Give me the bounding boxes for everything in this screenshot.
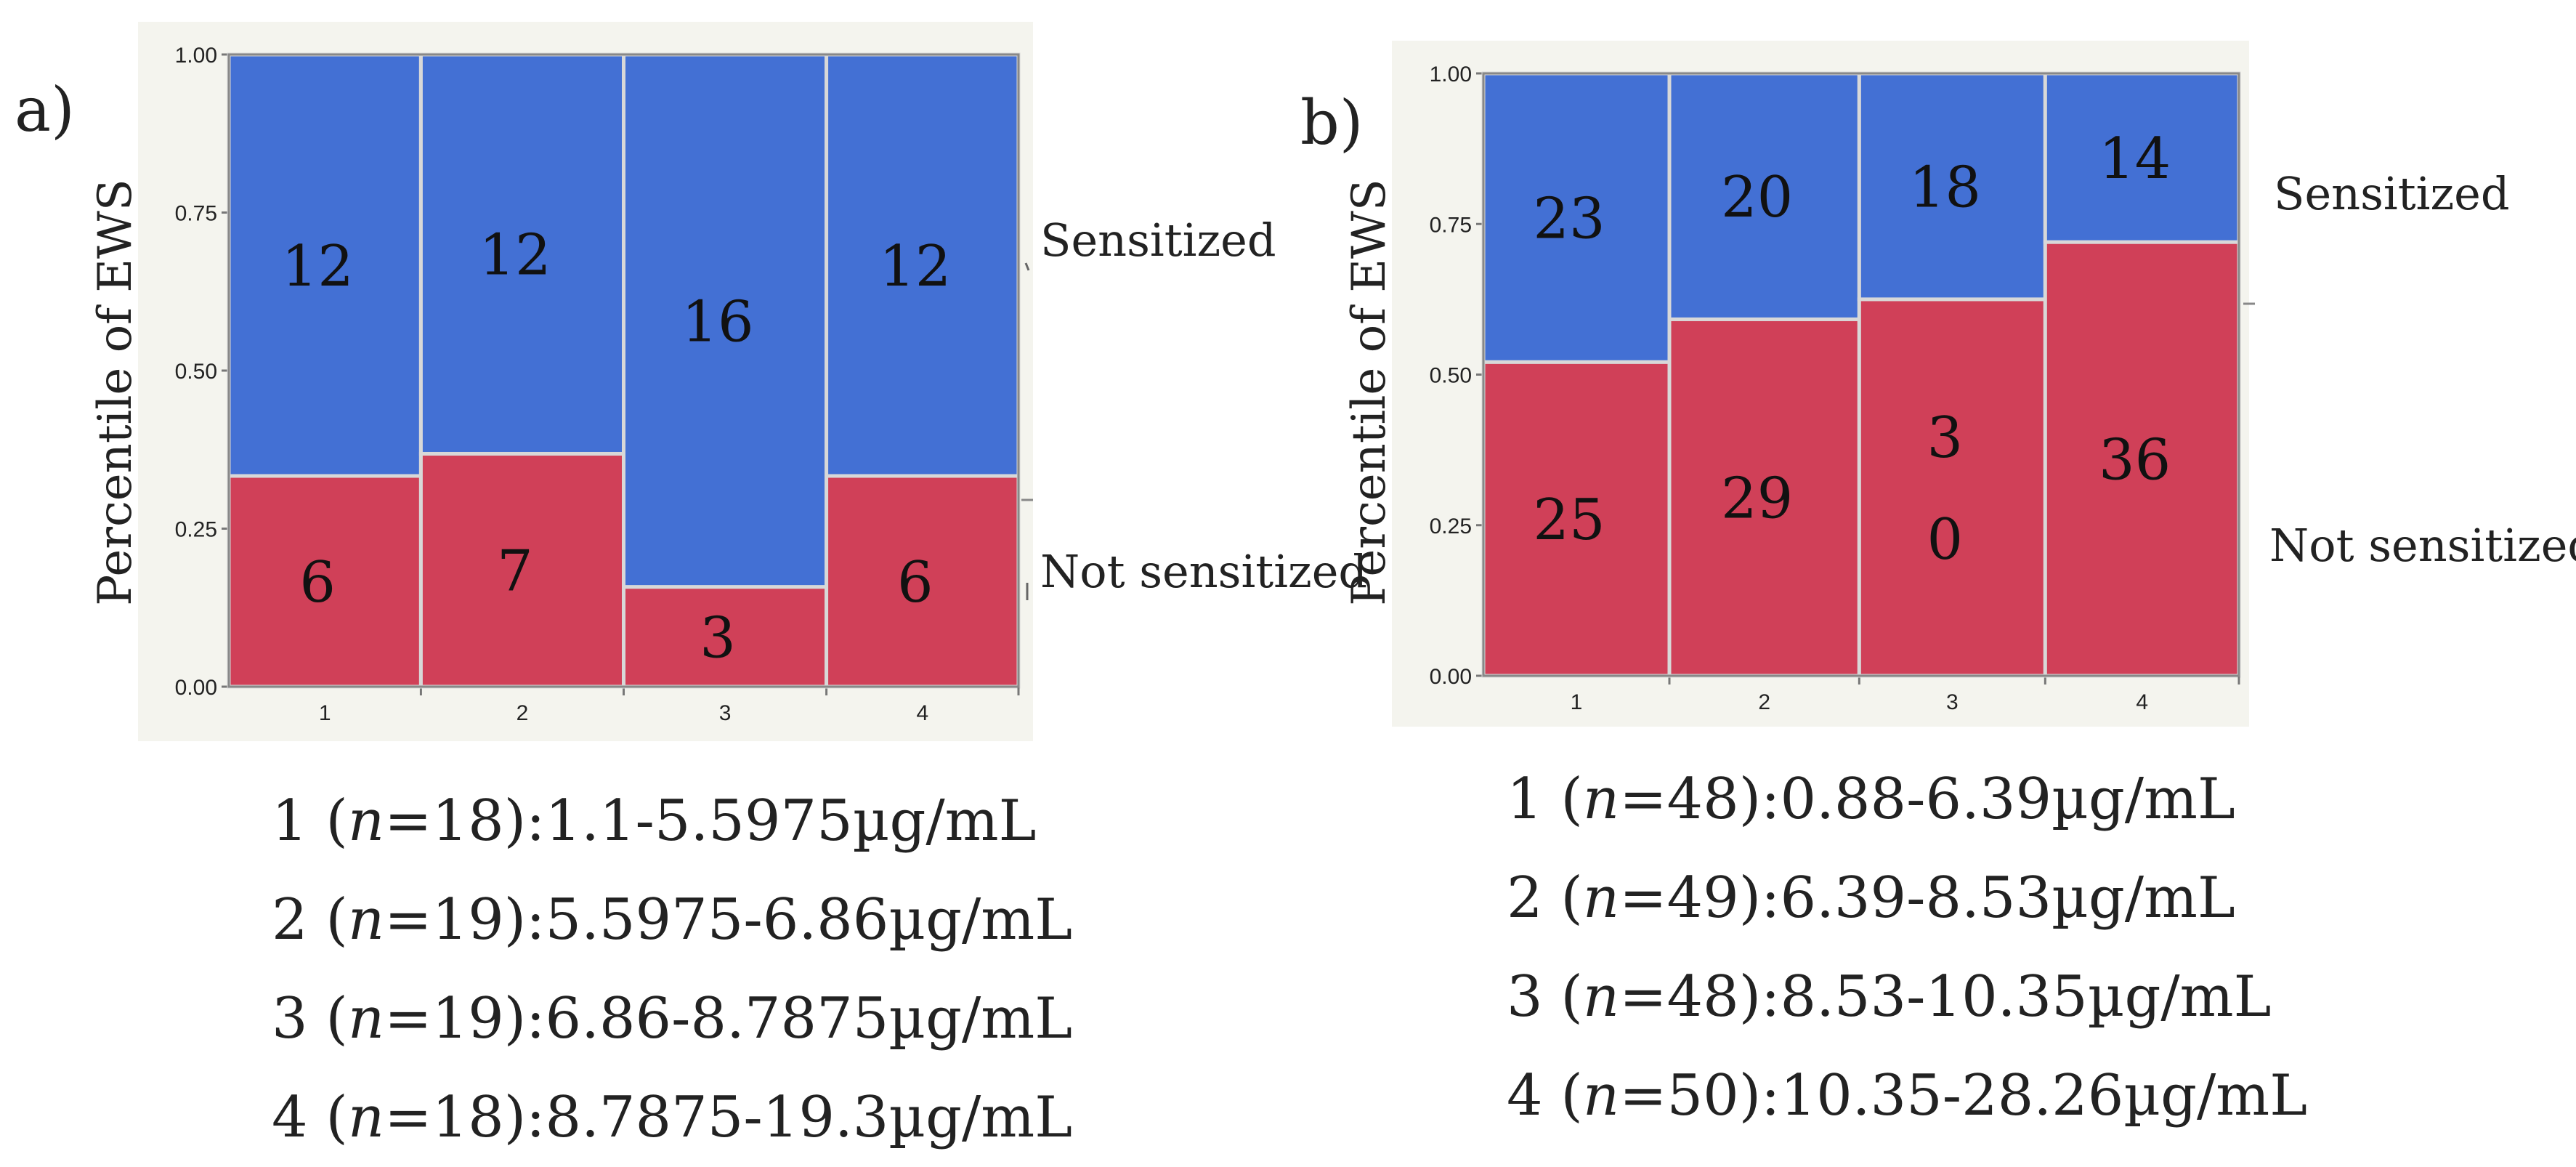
panel-a-range-item: 1 (n=18):1.1-5.5975µg/mL — [272, 788, 1037, 854]
count-label-not-sensitized: 7 — [497, 539, 533, 605]
panel-b-legend-sensitized: Sensitized — [2274, 167, 2510, 220]
x-tick-label: 2 — [1758, 690, 1770, 714]
y-tick-label: 0.25 — [1430, 514, 1472, 538]
panel-b-range-item: 4 (n=50):10.35-28.26µg/mL — [1507, 1063, 2308, 1128]
legend-n-prefix: n= — [1582, 865, 1667, 931]
legend-n-prefix: n= — [1582, 767, 1667, 832]
mosaic-cell-not-sensitized — [1667, 317, 1861, 678]
panel-a-legend-sensitized: Sensitized — [1040, 214, 1276, 267]
count-label-sensitized: 12 — [282, 234, 354, 299]
panel-a-range-item: 4 (n=18):8.7875-19.3µg/mL — [272, 1085, 1073, 1150]
legend-n-prefix: n= — [1582, 1063, 1667, 1128]
y-tick-label: 0.25 — [175, 518, 217, 542]
count-label-sensitized: 20 — [1721, 165, 1793, 230]
panel-b-range-item: 3 (n=48):8.53-10.35µg/mL — [1507, 964, 2272, 1030]
panel-b-chart: 0.00 0.25 0.50 0.75 1.00 23 25 1 20 29 2 18 3 0 3 14 36 4 — [1430, 62, 2241, 714]
panel-b-label: b) — [1300, 87, 1364, 158]
legend-n-value: 18 — [432, 788, 504, 854]
count-label-not-sensitized: 29 — [1721, 467, 1793, 532]
x-tick-label: 1 — [1571, 690, 1583, 714]
legend-n-value: 19 — [432, 887, 504, 953]
x-tick-label: 4 — [2136, 690, 2148, 714]
panel-a-ylabel: Percentile of EWS — [89, 179, 142, 605]
legend-range: 1.1-5.5975µg/mL — [545, 788, 1037, 854]
count-label-not-sensitized: 6 — [299, 550, 336, 615]
legend-n-prefix: n= — [1582, 964, 1667, 1030]
legend-n-prefix: n= — [347, 986, 432, 1051]
legend-range: 6.86-8.7875µg/mL — [545, 986, 1073, 1051]
x-tick-label: 1 — [319, 701, 331, 725]
legend-range: 0.88-6.39µg/mL — [1780, 767, 2235, 832]
y-tick-label: 0.75 — [175, 202, 217, 226]
count-label-sensitized: 14 — [2099, 126, 2171, 192]
legend-range: 5.5975-6.86µg/mL — [545, 887, 1073, 953]
count-label-not-sensitized: 3 — [700, 605, 736, 671]
plot-frame — [227, 53, 1020, 688]
panel-a-legend-not-sensitized: Not sensitized — [1040, 545, 1367, 598]
y-tick-label: 0.50 — [175, 360, 217, 384]
plot-frame — [1482, 72, 2240, 677]
legend-n-value: 48 — [1666, 767, 1739, 832]
legend-n-prefix: n= — [347, 887, 432, 953]
legend-n-value: 49 — [1666, 865, 1739, 931]
legend-range: 8.53-10.35µg/mL — [1780, 964, 2272, 1030]
count-label-sensitized: 23 — [1533, 187, 1605, 252]
panel-a-range-item: 3 (n=19):6.86-8.7875µg/mL — [272, 986, 1073, 1051]
legend-range: 10.35-28.26µg/mL — [1780, 1063, 2308, 1128]
legend-range: 6.39-8.53µg/mL — [1780, 865, 2235, 931]
panel-a-chart: 0.00 0.25 0.50 0.75 1.00 12 6 1 12 7 2 16 3 3 12 6 4 — [175, 44, 1021, 725]
count-label-not-sensitized: 6 — [897, 550, 933, 615]
mosaic-cell-not-sensitized — [2043, 240, 2241, 678]
mosaic-cell-not-sensitized — [1857, 297, 2047, 678]
panel-b-range-legend: 1 (n=48):0.88-6.39µg/mL 2 (n=49):6.39-8.… — [1507, 750, 2307, 1145]
count-label-sensitized: 12 — [879, 234, 951, 299]
legend-n-prefix: n= — [347, 788, 432, 854]
y-tick-label: 0.50 — [1430, 364, 1472, 388]
mosaic-cell-not-sensitized — [825, 474, 1021, 689]
panel-a-range-item: 2 (n=19):5.5975-6.86µg/mL — [272, 887, 1073, 953]
mosaic-cell-sensitized — [418, 52, 625, 456]
count-label-sensitized: 18 — [1909, 155, 1981, 220]
x-tick-label: 2 — [517, 701, 529, 725]
count-label-not-sensitized: 36 — [2099, 428, 2171, 493]
count-label-not-sensitized: 25 — [1533, 488, 1605, 553]
panel-a-label: a) — [15, 74, 75, 145]
count-label-sensitized: 16 — [681, 289, 753, 355]
mosaic-cell-sensitized — [825, 52, 1021, 478]
mosaic-cell-sensitized — [622, 52, 829, 589]
legend-n-value: 18 — [432, 1085, 504, 1150]
panel-b-ylabel: Percentile of EWS — [1342, 179, 1396, 605]
y-tick-label: 0.75 — [1430, 213, 1472, 237]
panel-a-range-legend: 1 (n=18):1.1-5.5975µg/mL 2 (n=19):5.5975… — [272, 772, 1072, 1167]
legend-n-value: 50 — [1666, 1063, 1739, 1128]
count-label-sensitized: 12 — [479, 223, 551, 288]
y-tick-label: 1.00 — [175, 44, 217, 68]
legend-n-value: 48 — [1666, 964, 1739, 1030]
legend-n-value: 19 — [432, 986, 504, 1051]
legend-range: 8.7875-19.3µg/mL — [545, 1085, 1073, 1150]
x-tick-label: 3 — [1946, 690, 1959, 714]
y-tick-label: 1.00 — [1430, 62, 1472, 86]
panel-b-range-item: 1 (n=48):0.88-6.39µg/mL — [1507, 767, 2235, 832]
y-tick-label: 0.00 — [175, 676, 217, 700]
panel-b-range-item: 2 (n=49):6.39-8.53µg/mL — [1507, 865, 2235, 931]
x-tick-label: 3 — [719, 701, 732, 725]
x-tick-label: 4 — [916, 701, 928, 725]
panel-b-legend-not-sensitized: Not sensitized — [2269, 519, 2576, 572]
y-tick-label: 0.00 — [1430, 665, 1472, 689]
legend-n-prefix: n= — [347, 1085, 432, 1150]
panel-a-legend-tick-sensitized — [1024, 262, 1030, 271]
